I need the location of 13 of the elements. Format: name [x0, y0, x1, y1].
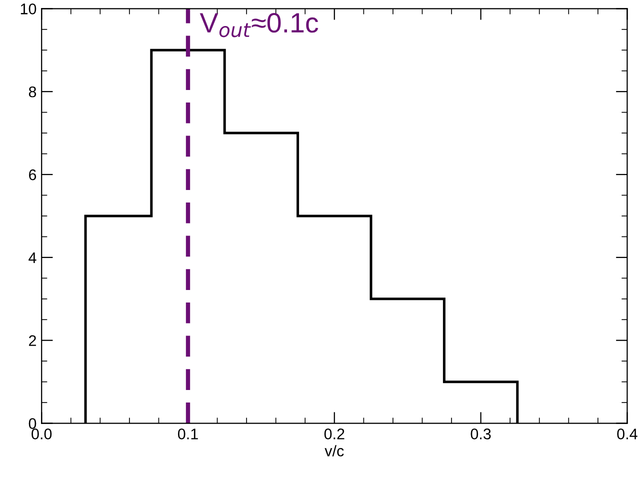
- y-tick-label: 6: [29, 169, 36, 180]
- y-tick-label: 10: [20, 4, 36, 14]
- x-tick-label: 0.2: [324, 428, 344, 440]
- y-tick-label: 4: [28, 252, 36, 263]
- y-tick-label: 2: [29, 335, 36, 346]
- x-axis-title: v/c: [324, 445, 344, 456]
- x-tick-label: 0.0: [32, 428, 52, 440]
- y-tick-label: 0: [28, 418, 36, 429]
- ref-line-label: V$_{out}$≈0.1c: [200, 12, 318, 38]
- x-tick-label: 0.3: [470, 428, 491, 440]
- y-tick-label: 8: [28, 86, 36, 98]
- x-tick-label: 0.4: [617, 428, 638, 440]
- x-tick-label: 0.1: [178, 428, 198, 440]
